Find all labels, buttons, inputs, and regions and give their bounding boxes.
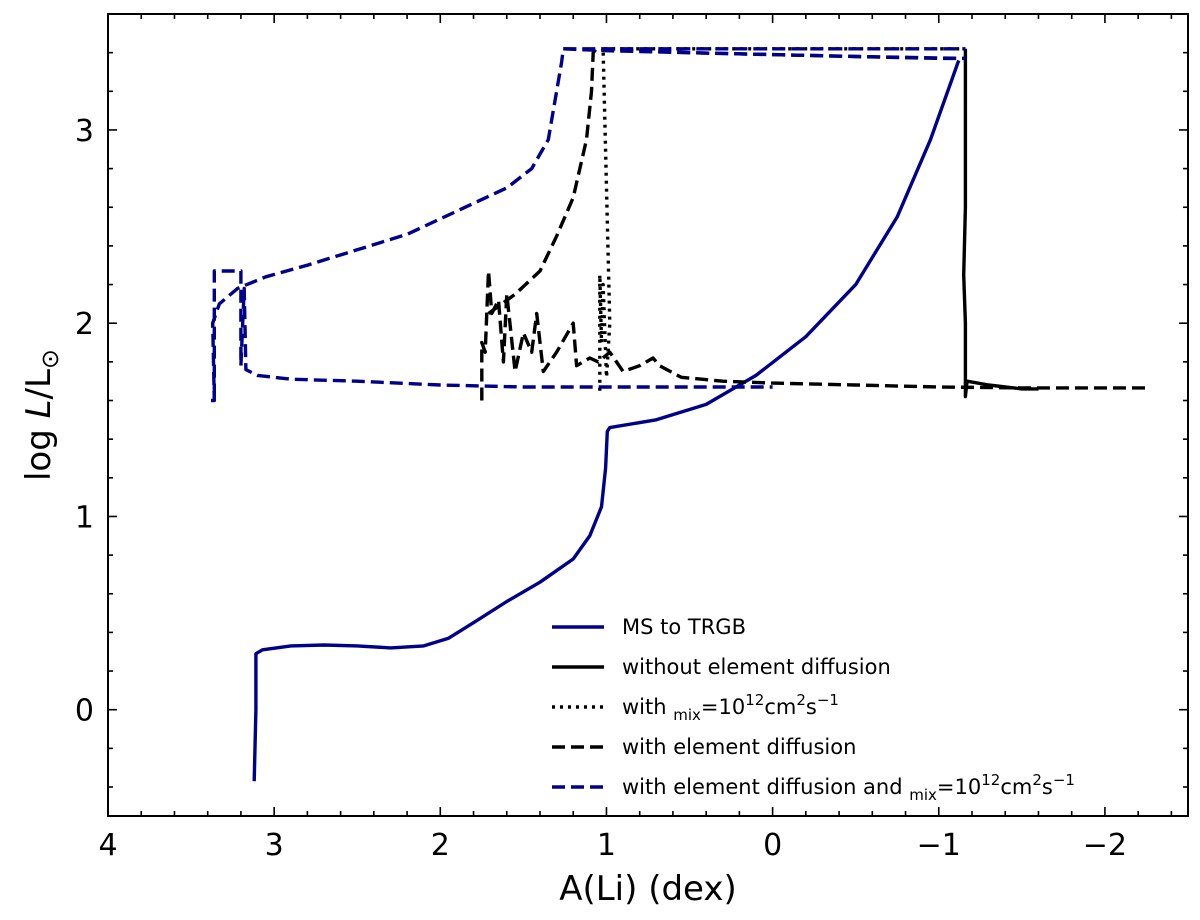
series-line-6 [212,269,773,397]
series-line-0 [252,59,961,782]
y-tick-label: 1 [75,500,94,535]
y-axis-label-prefix: log [19,418,59,481]
x-tick-label: 2 [431,828,450,863]
plot-frame [107,13,1189,817]
legend-label: with element diffusion and Dmix=1012cm2s… [622,771,1075,804]
y-tick-label: 3 [75,114,94,149]
series-line-5 [211,47,966,403]
legend: MS to TRGB without element diffusion with … [552,615,1075,804]
x-tick-label: 0 [763,828,782,863]
ticks-layer: 4 3 2 1 0 −1 −2 0 1 2 3 [75,14,1188,863]
x-tick-label: 4 [98,828,117,863]
x-axis-label: A(Li) (dex) [559,869,737,909]
x-tick-label: 3 [265,828,284,863]
legend-label: without element diffusion [622,655,891,679]
y-axis-label-var: L [19,399,59,418]
y-axis-label: log L/L⊙ [19,349,64,481]
series-line-7 [563,47,966,61]
legend-label: with Dmix=1012cm2s−1 [622,691,839,724]
y-tick-label: 2 [75,307,94,342]
y-tick-label: 0 [75,694,94,729]
legend-label: MS to TRGB [622,615,746,639]
y-axis-label-suffix: /L [19,369,59,399]
series-line-3 [480,269,1149,401]
y-axis-label-sub: ⊙ [36,349,64,369]
series-layer [211,47,1149,782]
x-tick-label: −2 [1083,828,1127,863]
x-tick-label: 1 [597,828,616,863]
x-tick-label: −1 [917,828,961,863]
legend-label: with element diffusion [622,735,856,759]
